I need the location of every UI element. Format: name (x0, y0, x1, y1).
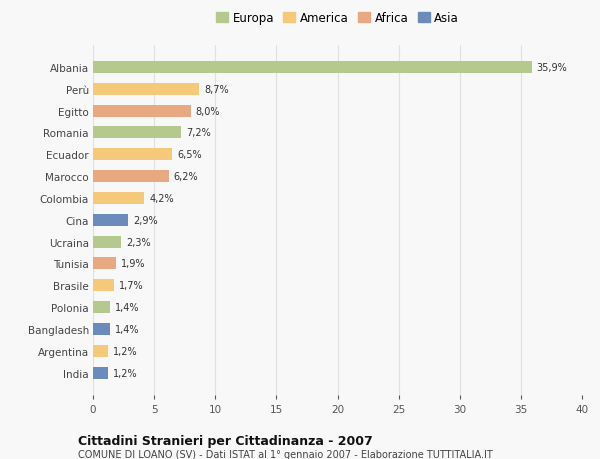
Bar (93, 192, 145, 205)
Text: 8,7%: 8,7% (204, 84, 229, 95)
Bar (93, 214, 128, 226)
Bar (93, 302, 110, 313)
Text: 1,4%: 1,4% (115, 302, 140, 313)
Text: 7,2%: 7,2% (186, 128, 211, 138)
Text: COMUNE DI LOANO (SV) - Dati ISTAT al 1° gennaio 2007 - Elaborazione TUTTITALIA.I: COMUNE DI LOANO (SV) - Dati ISTAT al 1° … (78, 449, 493, 459)
Bar (93, 280, 114, 292)
Bar (93, 62, 532, 74)
Text: Cittadini Stranieri per Cittadinanza - 2007: Cittadini Stranieri per Cittadinanza - 2… (78, 434, 373, 447)
Text: 1,2%: 1,2% (113, 368, 137, 378)
Bar (93, 236, 121, 248)
Bar (93, 323, 110, 335)
Text: 1,4%: 1,4% (115, 325, 140, 334)
Bar (93, 345, 107, 357)
Bar (93, 127, 181, 139)
Text: 2,9%: 2,9% (133, 215, 158, 225)
Text: 2,3%: 2,3% (126, 237, 151, 247)
Text: 35,9%: 35,9% (537, 63, 568, 73)
Bar (93, 367, 107, 379)
Text: 6,2%: 6,2% (173, 172, 199, 182)
Bar (93, 171, 169, 183)
Text: 1,7%: 1,7% (119, 281, 143, 291)
Text: 1,2%: 1,2% (113, 346, 137, 356)
Bar (93, 149, 172, 161)
Bar (93, 84, 199, 95)
Bar (93, 106, 191, 118)
Text: 4,2%: 4,2% (149, 194, 174, 203)
Legend: Europa, America, Africa, Asia: Europa, America, Africa, Asia (214, 10, 461, 28)
Text: 8,0%: 8,0% (196, 106, 220, 116)
Text: 6,5%: 6,5% (178, 150, 202, 160)
Bar (93, 258, 116, 270)
Text: 1,9%: 1,9% (121, 259, 146, 269)
